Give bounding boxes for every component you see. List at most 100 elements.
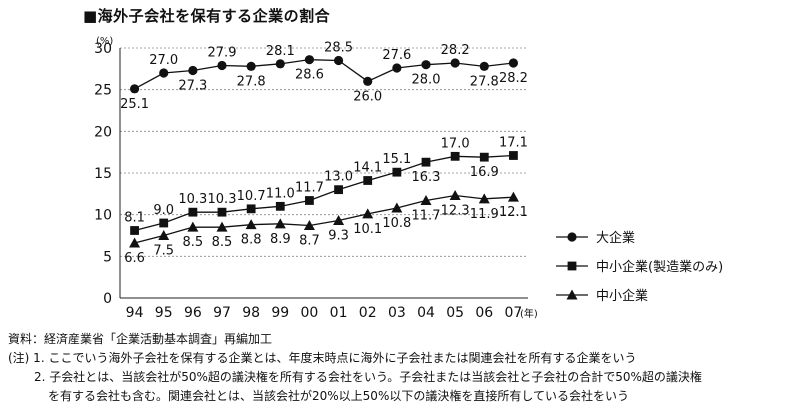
data-label-0-95: 27.0 <box>149 53 178 68</box>
series-0-point-02 <box>363 76 373 86</box>
data-label-2-94: 6.6 <box>124 251 145 266</box>
y-tick-label-30: 30 <box>94 41 112 57</box>
series-0-point-94 <box>129 84 140 94</box>
series-2-point-05 <box>449 190 461 200</box>
data-label-2-01: 9.3 <box>328 229 349 244</box>
x-tick-label-00: 00 <box>301 305 319 321</box>
series-1-point-03 <box>392 167 402 177</box>
data-label-1-06: 16.9 <box>470 165 499 180</box>
data-label-1-01: 13.0 <box>324 170 353 185</box>
chart-title: ■海外子会社を保有する企業の割合 <box>83 7 331 25</box>
data-label-2-03: 10.8 <box>382 216 411 231</box>
data-label-0-00: 28.6 <box>295 68 324 83</box>
series-1-point-01 <box>334 185 343 195</box>
y-tick-label-5: 5 <box>103 249 112 265</box>
series-0-point-06 <box>479 61 489 71</box>
data-label-1-98: 10.7 <box>237 189 266 204</box>
series-2-point-95 <box>158 230 170 240</box>
series-1-point-06 <box>479 152 489 162</box>
data-label-0-97: 27.9 <box>208 46 237 61</box>
x-tick-label-96: 96 <box>184 305 202 321</box>
data-label-0-05: 28.2 <box>441 43 470 58</box>
x-tick-label-94: 94 <box>126 305 144 321</box>
data-label-1-07: 17.1 <box>499 136 528 151</box>
series-0-point-97 <box>217 60 227 71</box>
data-label-2-07: 12.1 <box>499 205 528 220</box>
data-label-2-00: 8.7 <box>299 234 320 249</box>
data-label-0-96: 27.3 <box>178 79 207 94</box>
data-label-0-94: 25.1 <box>120 97 149 112</box>
series-2-point-98 <box>245 219 257 230</box>
x-tick-label-06: 06 <box>475 305 493 321</box>
data-label-1-97: 10.3 <box>208 192 237 207</box>
series-0-point-01 <box>333 55 344 66</box>
data-label-1-04: 16.3 <box>412 170 441 185</box>
notes-block: 資料：経済産業省「企業活動基本調査」再編加工 (注) 1. ここでいう海外子会社… <box>8 330 702 406</box>
series-1-point-98 <box>246 204 256 214</box>
series-2-point-01 <box>333 215 345 225</box>
series-1-point-05 <box>450 151 460 161</box>
data-label-0-03: 27.6 <box>382 48 411 63</box>
y-tick-label-20: 20 <box>94 124 112 140</box>
data-label-0-07: 28.2 <box>499 71 528 86</box>
series-2-point-96 <box>187 221 199 232</box>
data-label-1-02: 14.1 <box>353 161 382 176</box>
data-label-1-03: 15.1 <box>382 152 411 167</box>
data-label-0-06: 27.8 <box>470 74 499 89</box>
y-tick-label-25: 25 <box>94 83 112 99</box>
series-2-point-07 <box>507 191 519 202</box>
note-1: (注) 1. ここでいう海外子会社を保有する企業とは、年度末時点に海外に子会社ま… <box>8 351 637 365</box>
series-0-point-00 <box>304 55 315 65</box>
data-label-2-04: 11.7 <box>412 209 441 224</box>
data-label-1-94: 8.1 <box>124 211 145 226</box>
y-axis-unit-label: (%) <box>96 36 113 47</box>
data-label-0-99: 28.1 <box>266 44 295 59</box>
data-label-1-99: 11.0 <box>266 186 295 201</box>
series-2-point-97 <box>216 221 228 232</box>
series-0-point-99 <box>275 59 285 69</box>
source-note: 資料：経済産業省「企業活動基本調査」再編加工 <box>8 332 273 346</box>
series-1-point-00 <box>305 196 314 205</box>
series-2-point-06 <box>478 193 490 204</box>
series-1-point-97 <box>217 207 227 217</box>
series-1-point-94 <box>130 226 139 235</box>
x-tick-label-97: 97 <box>213 305 231 321</box>
series-1-point-99 <box>275 201 285 211</box>
note-2: 2. 子会社とは、当該会社が50%超の議決権を所有する会社をいう。子会社または当… <box>34 370 702 384</box>
series-2-point-94 <box>129 237 141 248</box>
legend-marker-2 <box>566 289 578 300</box>
series-1-point-96 <box>188 207 198 217</box>
data-label-2-96: 8.5 <box>183 235 204 250</box>
series-0-point-98 <box>246 61 256 71</box>
data-label-0-98: 27.8 <box>237 74 266 89</box>
series-line-1 <box>134 154 514 232</box>
x-axis-unit-label: (年) <box>520 307 538 320</box>
series-line-0 <box>134 59 514 90</box>
series-0-point-95 <box>159 68 169 78</box>
legend-label-1: 中小企業(製造業のみ) <box>596 259 723 275</box>
x-tick-labels: 94 95 96 97 98 99 00 01 02 03 04 05 06 07 <box>126 305 523 321</box>
data-label-0-02: 26.0 <box>353 89 382 104</box>
x-tick-label-02: 02 <box>359 305 377 321</box>
data-label-2-98: 8.8 <box>241 233 262 248</box>
data-label-1-95: 9.0 <box>153 203 174 218</box>
series-2-point-03 <box>391 202 403 213</box>
x-tick-label-95: 95 <box>155 305 173 321</box>
data-label-2-97: 8.5 <box>212 235 233 250</box>
y-tick-label-10: 10 <box>94 208 112 224</box>
grid-lines <box>120 47 528 257</box>
data-label-2-95: 7.5 <box>153 244 174 259</box>
data-label-2-05: 12.3 <box>441 204 470 219</box>
series-2-point-00 <box>303 220 315 230</box>
series-0-point-03 <box>392 63 402 73</box>
series-2-point-99 <box>274 218 286 229</box>
data-label-2-06: 11.9 <box>470 207 499 222</box>
series-1-point-02 <box>363 176 373 185</box>
x-tick-label-04: 04 <box>417 305 435 321</box>
series-1-point-95 <box>159 218 169 228</box>
series-0-point-07 <box>508 58 519 68</box>
y-tick-label-0: 0 <box>103 291 112 307</box>
series-line-2 <box>134 194 514 244</box>
y-tick-labels: 0 5 10 15 20 25 30 <box>94 41 112 307</box>
